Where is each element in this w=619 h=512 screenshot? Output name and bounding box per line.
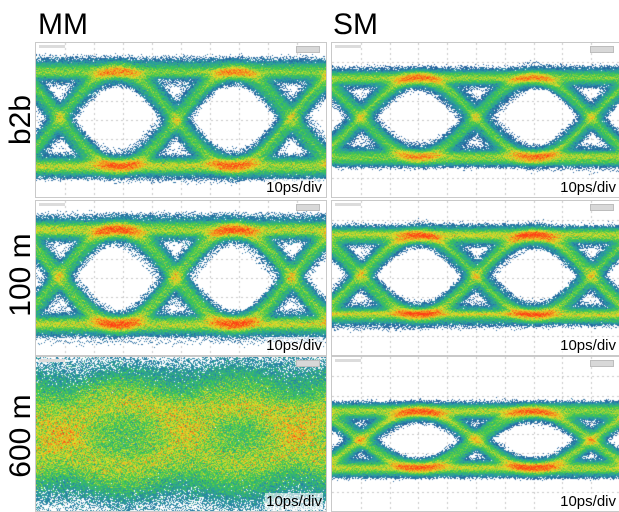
eye-panel-b2b-mm: 10ps/div: [35, 42, 327, 198]
eye-diagram: [36, 43, 326, 197]
eye-diagram: [332, 201, 619, 355]
column-title-mm: MM: [38, 8, 88, 41]
panel-header-text: [335, 359, 361, 362]
time-scale-label: 10ps/div: [559, 179, 617, 196]
panel-tag: [590, 46, 614, 53]
time-scale-label: 10ps/div: [559, 337, 617, 354]
row-label-600m: 600 m: [4, 394, 37, 478]
panel-header-text: [39, 359, 65, 362]
eye-panel-600m-mm: 10ps/div: [35, 356, 327, 512]
time-scale-label: 10ps/div: [265, 337, 323, 354]
panel-tag: [296, 46, 320, 53]
panel-tag: [590, 204, 614, 211]
time-scale-label: 10ps/div: [265, 179, 323, 196]
time-scale-label: 10ps/div: [559, 493, 617, 510]
eye-panel-b2b-sm: 10ps/div: [331, 42, 619, 198]
eye-panel-600m-sm: 10ps/div: [331, 356, 619, 512]
column-title-sm: SM: [333, 8, 378, 41]
panel-header-text: [39, 203, 65, 206]
panel-header-text: [335, 45, 361, 48]
eye-diagram: [332, 43, 619, 197]
panel-tag: [296, 360, 320, 367]
eye-diagram: [36, 357, 326, 511]
eye-diagram: [36, 201, 326, 355]
panel-header-text: [335, 203, 361, 206]
eye-panel-100m-sm: 10ps/div: [331, 200, 619, 356]
row-label-b2b: b2b: [4, 94, 37, 146]
panel-tag: [590, 360, 614, 367]
panel-tag: [296, 204, 320, 211]
eye-panel-100m-mm: 10ps/div: [35, 200, 327, 356]
eye-diagram: [332, 357, 619, 511]
panel-header-text: [39, 45, 65, 48]
row-label-100m: 100 m: [4, 233, 37, 317]
time-scale-label: 10ps/div: [265, 493, 323, 510]
